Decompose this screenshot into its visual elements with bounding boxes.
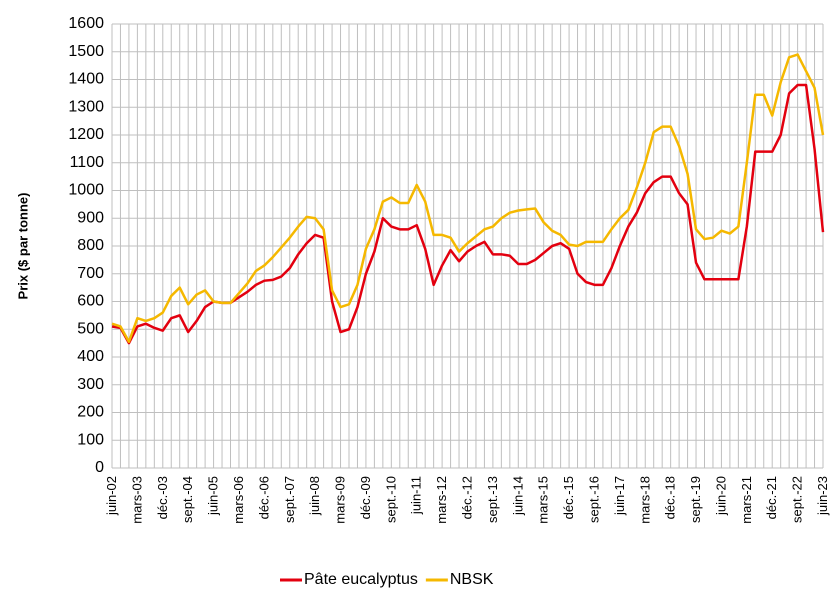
y-tick-label: 900 (77, 209, 104, 226)
y-tick-label: 0 (95, 459, 104, 476)
y-tick-label: 1600 (68, 15, 104, 32)
x-tick-label: juin-08 (307, 476, 322, 516)
y-tick-label: 400 (77, 348, 104, 365)
y-tick-label: 300 (77, 376, 104, 393)
x-tick-label: mars-06 (231, 476, 246, 524)
x-tick-label: juin-20 (713, 476, 728, 516)
x-tick-label: sept.-04 (180, 476, 195, 523)
y-tick-label: 100 (77, 431, 104, 448)
y-tick-label: 1200 (68, 126, 104, 143)
y-tick-label: 1500 (68, 43, 104, 60)
x-tick-label: déc.-21 (764, 476, 779, 519)
x-tick-label: déc.-06 (256, 476, 271, 519)
x-tick-label: déc.-03 (155, 476, 170, 519)
x-tick-label: sept.-10 (383, 476, 398, 523)
x-tick-label: juin-02 (104, 476, 119, 516)
x-tick-label: déc.-09 (358, 476, 373, 519)
y-tick-label: 1100 (70, 154, 105, 171)
x-tick-label: juin-23 (815, 476, 830, 516)
y-tick-label: 500 (77, 320, 104, 337)
x-tick-label: juin-11 (409, 476, 424, 515)
x-tick-label: mars-09 (333, 476, 348, 524)
x-tick-label: mars-03 (129, 476, 144, 524)
x-tick-label: sept.-19 (688, 476, 703, 523)
x-tick-label: mars-18 (637, 476, 652, 524)
x-tick-label: sept.-22 (790, 476, 805, 523)
x-tick-label: mars-12 (434, 476, 449, 524)
x-tick-label: sept.-07 (282, 476, 297, 523)
x-tick-label: juin-14 (510, 476, 525, 516)
y-axis-title: Prix ($ par tonne) (15, 193, 30, 300)
x-tick-label: mars-21 (739, 476, 754, 524)
x-tick-label: sept.-13 (485, 476, 500, 523)
y-tick-label: 1400 (68, 71, 104, 88)
line (111, 53, 825, 343)
x-tick-label: sept.-16 (586, 476, 601, 523)
x-tick-label: mars-15 (536, 476, 551, 524)
x-tick-label: déc.-15 (561, 476, 576, 519)
y-tick-label: 600 (77, 293, 104, 310)
y-tick-label: 800 (77, 237, 104, 254)
x-tick-label: juin-05 (206, 476, 221, 516)
x-tick-label: déc.-18 (663, 476, 678, 519)
legend-label: Pâte eucalyptus (304, 571, 418, 588)
y-tick-label: 200 (77, 404, 104, 421)
y-tick-label: 700 (77, 265, 104, 282)
x-tick-label: juin-17 (612, 476, 627, 516)
y-tick-label: 1000 (68, 182, 104, 199)
legend-label: NBSK (450, 571, 494, 588)
x-tick-label: déc.-12 (460, 476, 475, 519)
y-tick-label: 1300 (68, 98, 104, 115)
